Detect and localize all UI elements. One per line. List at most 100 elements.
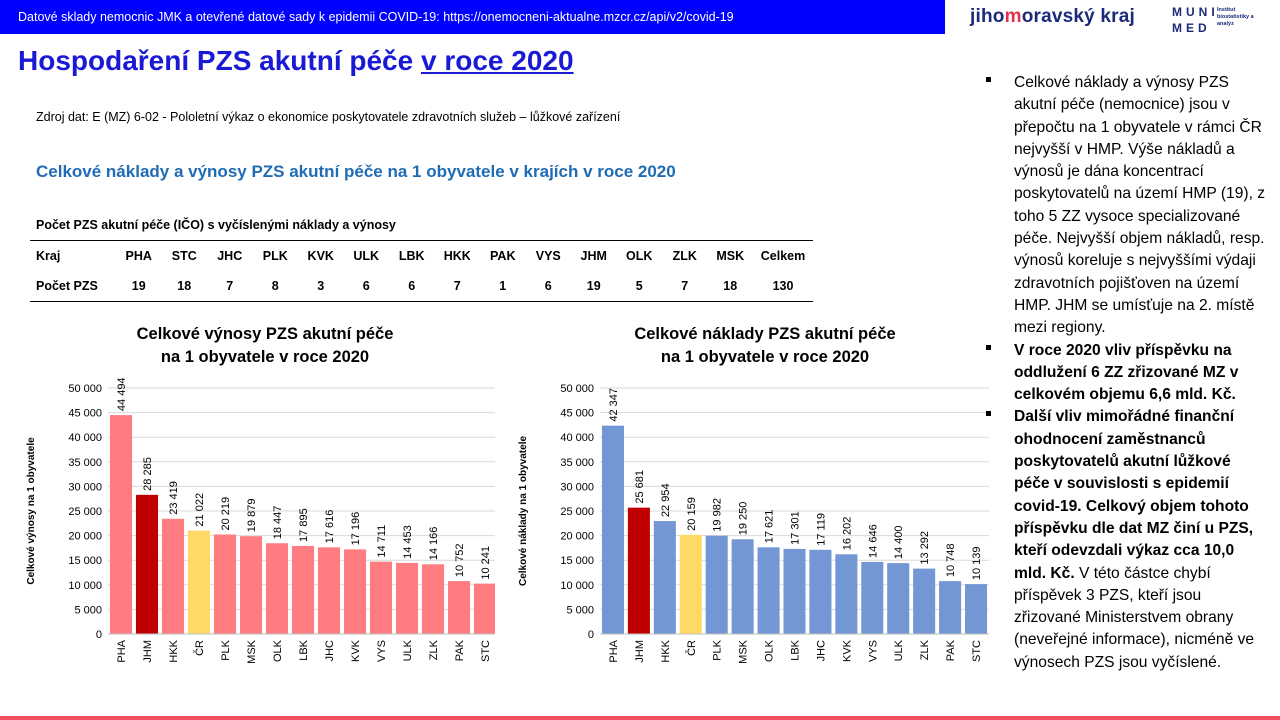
bar-value-label: 20 219 [220, 497, 232, 531]
x-tick-label: ULK [402, 639, 414, 661]
bar-value-label: 25 681 [634, 470, 646, 504]
x-tick-label: KVK [350, 639, 362, 662]
x-tick-label: STC [971, 640, 983, 662]
bar-STC [965, 584, 988, 634]
count-table-col: PHA [116, 240, 162, 271]
bar-value-label: 10 139 [971, 546, 983, 580]
muni-med-logo: MUNI MED Institut biostatistiky a analýz [1172, 5, 1254, 35]
y-tick-label: 0 [96, 629, 102, 641]
x-tick-label: LBK [790, 639, 802, 660]
count-table-col: PLK [252, 240, 298, 271]
bar-JHC [809, 549, 832, 634]
count-table-cell: 7 [207, 271, 253, 302]
y-tick-label: 20 000 [68, 531, 102, 543]
bar-value-label: 28 285 [142, 457, 154, 491]
bar-value-label: 18 447 [272, 506, 284, 540]
count-table-cell: 18 [161, 271, 207, 302]
count-table-col: OLK [616, 240, 662, 271]
bar-value-label: 21 022 [194, 493, 206, 527]
y-tick-label: 50 000 [560, 383, 594, 395]
y-tick-label: 30 000 [560, 481, 594, 493]
bar-ZLK [421, 564, 445, 634]
x-tick-label: JHC [815, 640, 827, 661]
bar-value-label: 13 292 [919, 531, 931, 565]
y-axis-label: Celkové výnosy na 1 obyvatele [26, 437, 37, 585]
y-tick-label: 15 000 [560, 555, 594, 567]
bar-value-label: 14 453 [402, 525, 414, 559]
bar-STC [473, 583, 495, 634]
bullet-item: V roce 2020 vliv příspěvku na oddlužení … [982, 340, 1267, 407]
x-tick-label: STC [480, 640, 492, 662]
count-table-col: JHC [207, 240, 253, 271]
x-tick-label: JHM [634, 640, 646, 663]
x-tick-label: PAK [454, 639, 466, 661]
y-tick-label: 5 000 [566, 604, 594, 616]
jmk-logo: jihomoravský kraj [970, 6, 1136, 27]
bar-value-label: 17 301 [790, 511, 802, 545]
bar-ULK [395, 562, 419, 634]
bar-PLK [213, 534, 237, 634]
x-tick-label: PHA [116, 639, 128, 662]
revenue-bar-chart: 0 5 000 10 000 15 000 20 000 25 000 30 000 35 0… [26, 377, 495, 664]
x-tick-label: PLK [712, 639, 724, 660]
bar-JHC [317, 547, 341, 634]
bar-HKK [653, 521, 676, 634]
bar-value-label: 19 879 [246, 499, 258, 533]
bullet-item: Další vliv mimořádné finanční ohodnocení… [982, 406, 1267, 674]
bar-value-label: 19 250 [738, 502, 750, 536]
x-tick-label: KVK [841, 639, 853, 662]
bar-OLK [265, 543, 289, 634]
count-table-col: STC [161, 240, 207, 271]
bullet-square-icon [986, 411, 991, 417]
y-tick-label: 40 000 [560, 432, 594, 444]
y-tick-label: 15 000 [68, 555, 102, 567]
x-tick-label: HKK [660, 639, 672, 662]
bar-value-label: 22 954 [660, 483, 672, 517]
bar-LBK [783, 548, 806, 634]
y-axis-label: Celkové náklady na 1 obyvatele [518, 436, 529, 587]
bar-ČR [187, 530, 211, 634]
count-table-col: MSK [707, 240, 753, 271]
y-tick-label: 10 000 [560, 580, 594, 592]
bar-value-label: 23 419 [168, 481, 180, 515]
count-table-col: HKK [434, 240, 480, 271]
x-tick-label: PLK [220, 639, 232, 660]
top-banner: Datové sklady nemocnic JMK a otevřené da… [0, 0, 945, 34]
count-table-row-label: Počet PZS [30, 271, 116, 302]
bar-KVK [835, 554, 858, 634]
count-table-cell: 1 [480, 271, 526, 302]
count-table-col: ZLK [662, 240, 708, 271]
bar-MSK [239, 536, 263, 634]
bar-ZLK [913, 568, 936, 634]
page-title: Hospodaření PZS akutní péče v roce 2020 [18, 45, 574, 76]
bar-value-label: 44 494 [116, 377, 128, 411]
bar-PHA [601, 425, 624, 634]
bar-value-label: 42 347 [608, 388, 620, 422]
y-tick-label: 10 000 [68, 580, 102, 592]
count-table-cell: 130 [753, 271, 813, 302]
bar-value-label: 20 159 [686, 497, 698, 531]
bar-value-label: 14 646 [867, 524, 879, 558]
count-table-cell: 7 [662, 271, 708, 302]
y-tick-label: 5 000 [74, 604, 102, 616]
bar-PLK [705, 535, 728, 634]
y-tick-label: 50 000 [68, 383, 102, 395]
bar-value-label: 14 166 [428, 527, 440, 561]
bottom-accent-line [0, 716, 1280, 720]
bar-value-label: 17 621 [764, 510, 776, 544]
banner-text: Datové sklady nemocnic JMK a otevřené da… [18, 10, 734, 24]
x-tick-label: ZLK [919, 639, 931, 660]
bar-value-label: 19 982 [712, 498, 724, 532]
bar-JHM [627, 507, 650, 634]
cost-chart-title: Celkové náklady PZS akutní péče na 1 oby… [634, 325, 896, 366]
bar-PAK [939, 581, 962, 634]
x-tick-label: OLK [764, 639, 776, 662]
bullet-square-icon [986, 77, 991, 82]
bar-value-label: 14 400 [893, 525, 905, 559]
bar-VYS [369, 561, 393, 634]
bar-value-label: 17 616 [324, 510, 336, 544]
count-table-col: LBK [389, 240, 435, 271]
revenue-chart-title: Celkové výnosy PZS akutní péče na 1 obyv… [136, 325, 394, 366]
y-tick-label: 20 000 [560, 531, 594, 543]
x-tick-label: ULK [893, 639, 905, 661]
